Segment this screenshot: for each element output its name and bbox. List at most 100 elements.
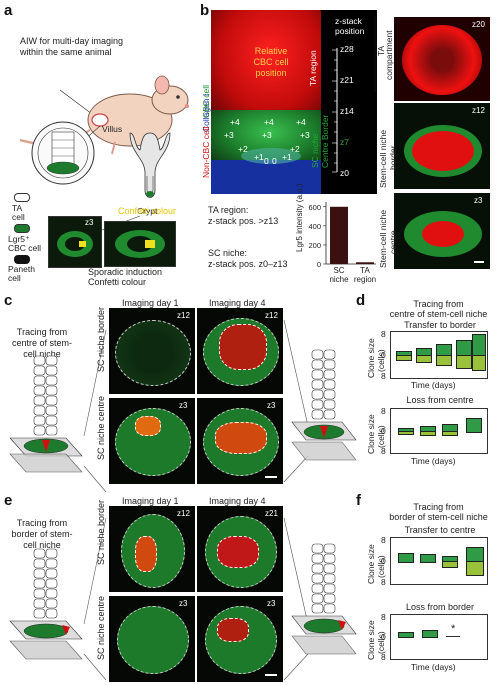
c-img-border-day4-clone: [219, 324, 267, 370]
ta-region-label: TA region: [308, 50, 318, 86]
c-title-2: centre of stem-: [11, 338, 73, 348]
d1-bar2y: [416, 355, 432, 363]
pos-label-6: +3: [300, 130, 310, 140]
ta-def-label: TA region:: [208, 205, 249, 215]
crypt-label: Crypt: [137, 206, 158, 216]
e-img-centre-day1-z: z3: [179, 599, 188, 608]
d-tick1-bot: 8: [381, 371, 386, 381]
lgr5-ytick-label: 600: [308, 203, 321, 212]
c-title-3: cell niche: [23, 349, 61, 359]
c-img-border-day4-z: z12: [265, 311, 278, 320]
f1-bar4y: [466, 561, 484, 576]
sc-niche-border-label: SC niche: [310, 133, 320, 169]
sporadic-label-2: Confetti colour: [88, 277, 147, 287]
e-img-border-day1-clone: [135, 536, 157, 572]
relative-label-3: position: [255, 68, 287, 78]
c-day1: Imaging day 1: [122, 298, 179, 308]
pos-label-7: +2: [238, 144, 248, 154]
e-img-centre-day4-z: z3: [267, 599, 276, 608]
e-img-border-day4-clone: [217, 536, 259, 568]
d1-bar3y: [436, 355, 452, 366]
ta-compartment-bracket: [374, 16, 376, 92]
f-xlabel: Time (days): [411, 662, 456, 672]
d-ylabel-1: Clone size: [366, 338, 376, 378]
legend-paneth-swatch: [14, 255, 30, 264]
e-img-border-day4-z: z21: [265, 509, 278, 518]
c-img-centre-day4: z3: [197, 398, 283, 484]
f-star: *: [451, 623, 456, 635]
f-title: Tracing from: [413, 502, 464, 512]
zstack-ticks: [332, 48, 338, 173]
lgr5-bar: [356, 262, 374, 264]
sporadic-induction-inset: z3: [48, 216, 102, 268]
crypt-zstack-image: [211, 10, 339, 194]
c-img-centre-day4-z: z3: [267, 401, 276, 410]
c-day4: Imaging day 4: [209, 298, 266, 308]
sporadic-label: Sporadic induction: [88, 267, 163, 277]
d-ylabel-2: Clone size: [366, 414, 376, 454]
f-tick1-mid: 0: [381, 556, 386, 566]
ta-def-label-2: z-stack pos. >z13: [208, 216, 279, 226]
c-row1-label: SC niche border: [96, 306, 106, 372]
pos-label-1: +4: [230, 117, 240, 127]
lgr5-category-label: TA: [360, 266, 370, 275]
pos-label-11: 0: [272, 156, 277, 166]
d-sub2: Loss from centre: [406, 395, 474, 405]
panel-label-f: f: [356, 492, 361, 509]
d1-bar5: [472, 334, 486, 357]
ta-compartment-label-2: compartment: [384, 30, 394, 80]
f-tick1-top: 8: [381, 535, 386, 545]
zstack-scale-background: [321, 10, 377, 194]
collagen-blue-region: [211, 160, 329, 194]
confetti-cell: [79, 241, 86, 247]
c-scale-bar: [265, 476, 277, 478]
confetti-zoom-cell: [145, 240, 155, 248]
e-day1: Imaging day 1: [122, 496, 179, 506]
d2-bar2y: [420, 431, 436, 436]
legend-ta-swatch: [14, 193, 30, 202]
f-tick2-top: 8: [381, 612, 386, 622]
legend-paneth-label-2: cell: [8, 273, 21, 283]
micrograph-z20-label: z20: [472, 20, 485, 29]
f-sub1: Transfer to centre: [404, 525, 476, 535]
e-img-border-day1-z: z12: [177, 509, 190, 518]
c-img-centre-day1-z: z3: [179, 401, 188, 410]
c-crypt-schematic: [9, 355, 83, 473]
d-tick2-bot: 8: [381, 446, 386, 456]
d1-bar5y: [472, 355, 486, 371]
f1-bar1: [398, 553, 414, 563]
e-title-3: cell niche: [23, 540, 61, 550]
d1-bar1y: [396, 355, 412, 361]
e-img-centre-day4: z3: [197, 596, 283, 682]
sc-niche-border-label-2: Centre Border: [320, 114, 330, 168]
d-title: Tracing from: [413, 299, 464, 309]
c-crypt-schematic-right: [291, 349, 357, 461]
e-img-centre-day4-clone: [217, 618, 249, 642]
c-img-border-day1: z12: [109, 308, 195, 394]
lgr5-ytick-label: 200: [308, 241, 321, 250]
e-title: Tracing from: [16, 518, 68, 528]
c-img-centre-day1-clone: [135, 416, 161, 436]
d-tick1-top: 8: [381, 329, 386, 339]
z3-label: z3: [85, 218, 94, 227]
lgr5-ytick-label: 400: [308, 222, 321, 231]
mouse-illustration: [19, 75, 189, 171]
panel-label-d: d: [356, 292, 366, 309]
lgr5-category-label: SC: [333, 266, 344, 275]
f-plot2-frame: [390, 614, 488, 660]
pos-label-10: 0: [264, 156, 269, 166]
confetti-colour-label: Confetti colour: [118, 206, 177, 216]
pos-label-4: +3: [224, 130, 234, 140]
e-img-border-day1: z12: [109, 506, 195, 592]
d2-bar1y: [398, 431, 414, 435]
f-ylabel-1: Clone size: [366, 544, 376, 584]
e-crypt-schematic-right: [291, 543, 357, 655]
aiw-label-2: within the same animal: [20, 47, 112, 57]
e-img-border-day4: z21: [197, 506, 283, 592]
micrograph-z12-red: [412, 131, 474, 171]
pos-label-8: +2: [290, 144, 300, 154]
lgr5-ytick-label: 0: [317, 260, 321, 269]
f-sub2: Loss from border: [405, 602, 475, 612]
relative-label: Relative: [254, 46, 288, 56]
f2-bar3-zero: [446, 636, 460, 637]
